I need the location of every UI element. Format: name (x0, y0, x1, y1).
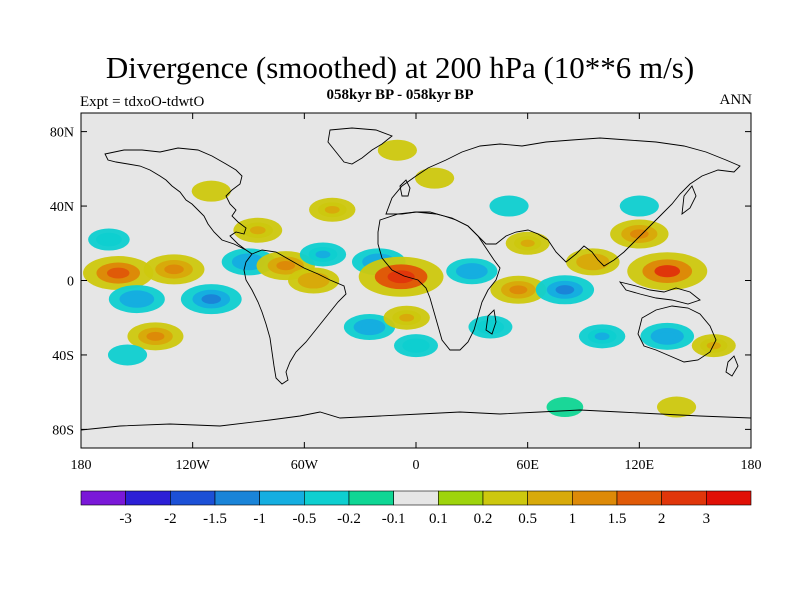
anomaly-region-core (654, 265, 681, 278)
anomaly-region-core (387, 270, 415, 284)
anomaly-region-core (408, 341, 424, 350)
coast-eurasia (385, 137, 741, 267)
anomaly-region-outer (546, 397, 584, 418)
anomaly-region-core (706, 341, 721, 350)
anomaly-region-core (555, 285, 575, 295)
anomaly-region-core (239, 257, 258, 267)
map-subtitle: 058kyr BP - 058kyr BP (326, 87, 474, 103)
colorbar-swatch (348, 490, 394, 506)
coast-antarctica (81, 409, 751, 431)
coast-new-zealand (725, 355, 739, 377)
colorbar-swatch (304, 490, 350, 506)
anomaly-region-core (102, 236, 116, 244)
coast-australia (637, 305, 717, 363)
colorbar-label: -2 (164, 511, 177, 527)
anomaly-region-core (594, 332, 610, 341)
axes: 80N 40N 0 40S 80S 180 120W 60W 0 60E 120E 180 (50, 113, 762, 473)
anomaly-region-outer (191, 180, 231, 202)
colorbar-label: -3 (119, 511, 132, 527)
lat-tick-label: 40N (50, 200, 74, 215)
anomaly-region-core (399, 313, 415, 322)
anomaly-region-core (584, 257, 602, 267)
anomaly-region-core (106, 267, 130, 279)
anomaly-region-core (520, 239, 535, 247)
colorbar-swatch (482, 490, 528, 506)
anomaly-region-core (509, 285, 528, 295)
experiment-label: Expt = tdxoO-tdwtO (80, 94, 205, 110)
map-title: Divergence (smoothed) at 200 hPa (10**6 … (105, 50, 695, 85)
coast-uk (399, 179, 411, 197)
coast-north-america (104, 147, 253, 255)
anomaly-layer (83, 139, 736, 418)
colorbar-swatch (438, 490, 484, 506)
lat-tick-label: 0 (67, 275, 74, 290)
anomaly-region-outer (656, 396, 697, 418)
anomaly-region-core (201, 294, 222, 304)
colorbar-label: -1.5 (203, 511, 227, 527)
coast-indonesia (618, 281, 701, 305)
coast-madagascar (485, 309, 497, 335)
coast-south-america (243, 249, 347, 385)
coast-japan (681, 185, 697, 215)
colorbar-label: 0.2 (474, 511, 493, 527)
lon-tick-label: 120E (625, 458, 655, 473)
colorbar-swatch (170, 490, 216, 506)
anomaly-region-core (463, 267, 481, 276)
anomaly-region-core (305, 276, 322, 285)
lon-tick-label: 120W (176, 458, 211, 473)
colorbar-swatch (661, 490, 707, 506)
colorbar-swatch (572, 490, 618, 506)
colorbar-swatch (706, 490, 752, 506)
coast-greenland (327, 127, 393, 165)
anomaly-region-core (324, 205, 340, 214)
anomaly-region-core (249, 226, 266, 235)
anomaly-region-outer (107, 344, 148, 366)
anomaly-region-core (658, 332, 676, 341)
colorbar-label: -0.2 (337, 511, 361, 527)
colorbar-label: -0.1 (382, 511, 406, 527)
colorbar-label: 1 (569, 511, 577, 527)
colorbar-swatch (616, 490, 662, 506)
anomaly-region-core (127, 294, 146, 304)
colorbar-swatch (393, 490, 439, 506)
lon-tick-label: 60W (291, 458, 319, 473)
colorbar-label: 1.5 (608, 511, 627, 527)
colorbar-label: 2 (658, 511, 666, 527)
anomaly-region-outer (619, 195, 659, 217)
coastlines (81, 127, 751, 431)
colorbar-label: 0.1 (429, 511, 448, 527)
colorbar-swatch (214, 490, 260, 506)
anomaly-region-outer (489, 195, 529, 217)
anomaly-region-core (361, 322, 378, 332)
anomaly-region-core (146, 331, 165, 341)
lat-tick-label: 80S (52, 423, 74, 438)
lat-tick-label: 40S (52, 349, 74, 364)
season-label: ANN (719, 92, 753, 108)
colorbar-label: -0.5 (292, 511, 316, 527)
colorbar-label: 3 (703, 511, 711, 527)
anomaly-region-core (276, 260, 296, 271)
anomaly-region-outer (415, 167, 455, 189)
colorbar-label: -1 (253, 511, 266, 527)
anomaly-region-outer (377, 139, 417, 161)
lon-tick-label: 0 (413, 458, 420, 473)
lon-tick-label: 180 (741, 458, 762, 473)
colorbar-swatch (259, 490, 305, 506)
colorbar-swatch (125, 490, 171, 506)
lon-tick-label: 180 (71, 458, 92, 473)
colorbar-swatch (80, 490, 126, 506)
colorbar-label: 0.5 (518, 511, 537, 527)
lat-tick-label: 80N (50, 126, 74, 141)
colorbar: -3 -2 -1.5 -1 -0.5 -0.2 -0.1 0.1 0.2 0.5 1 1.5 2 3 (80, 490, 752, 527)
anomaly-region-core (315, 250, 331, 259)
anomaly-region-core (164, 264, 184, 275)
lon-tick-label: 60E (516, 458, 539, 473)
colorbar-swatch (527, 490, 573, 506)
